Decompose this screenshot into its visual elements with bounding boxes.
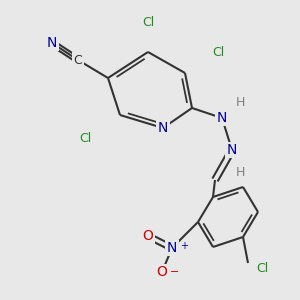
Text: Cl: Cl (79, 131, 91, 145)
Text: H: H (235, 166, 245, 178)
Text: N: N (217, 111, 227, 125)
Text: N: N (158, 121, 168, 135)
Text: O: O (142, 229, 153, 243)
Text: N: N (47, 36, 57, 50)
Text: +: + (180, 241, 188, 250)
Text: O: O (157, 265, 167, 279)
Text: H: H (235, 97, 245, 110)
Text: N: N (227, 143, 237, 157)
Text: Cl: Cl (142, 16, 154, 28)
Text: N: N (167, 241, 177, 255)
Text: Cl: Cl (212, 46, 224, 59)
Text: C: C (74, 53, 82, 67)
Text: −: − (169, 267, 179, 277)
Text: Cl: Cl (256, 262, 268, 275)
